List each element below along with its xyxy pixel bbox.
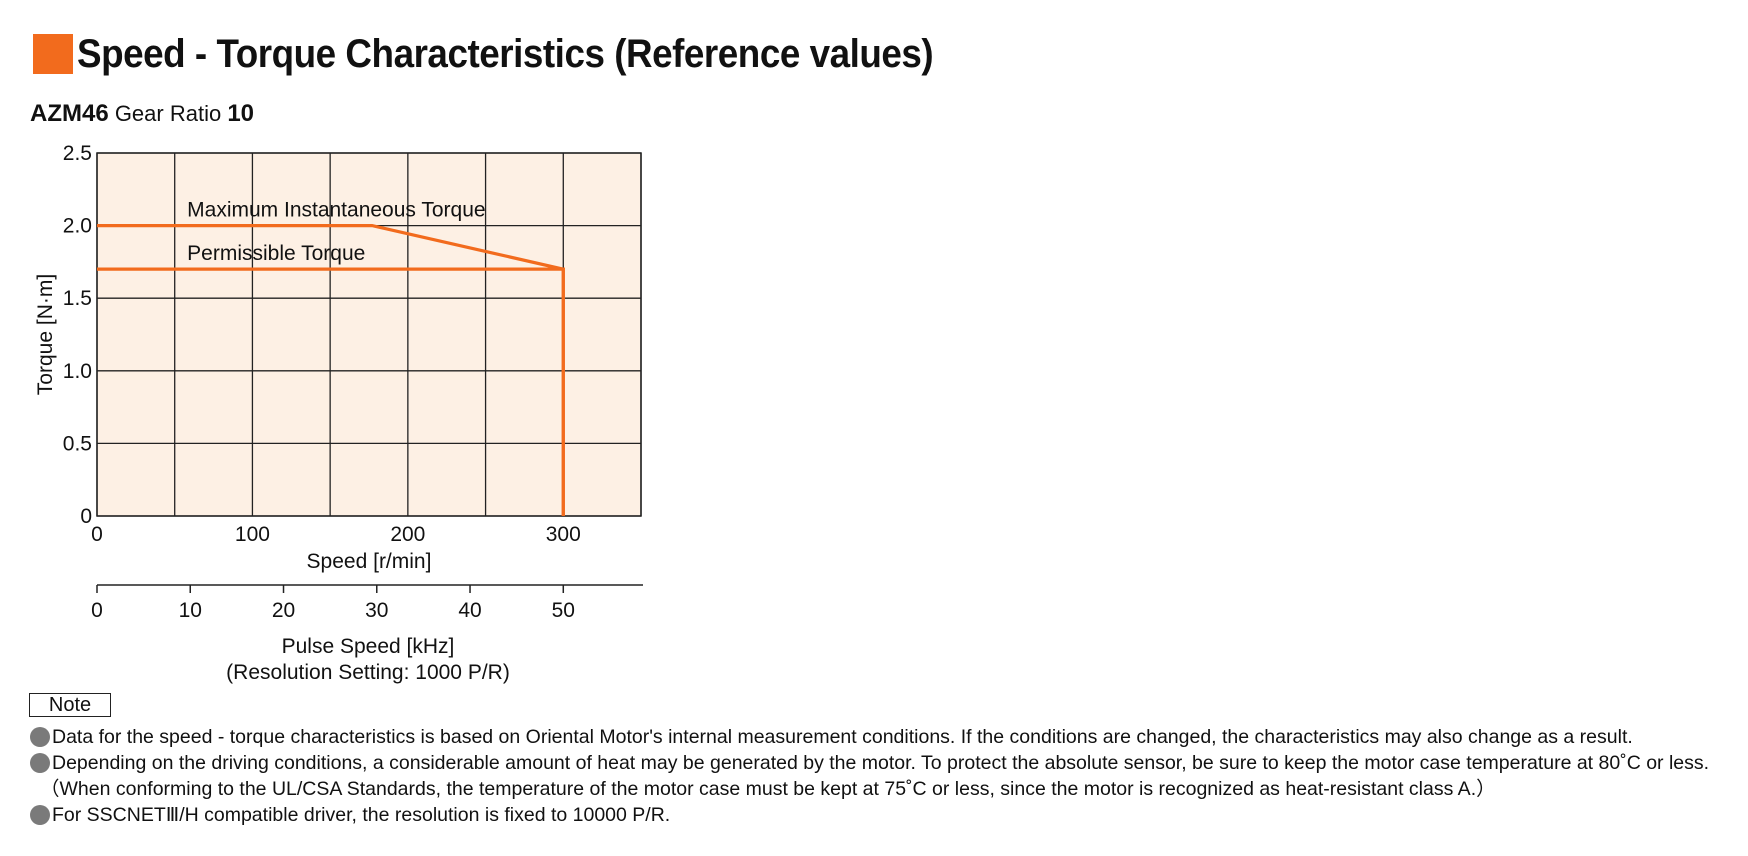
secondary-axis-tick-label: 20 bbox=[272, 599, 295, 622]
x-tick-label: 300 bbox=[546, 523, 581, 546]
y-tick-label: 2.5 bbox=[63, 142, 92, 165]
x-tick-label: 100 bbox=[235, 523, 270, 546]
bullet-icon bbox=[30, 805, 50, 825]
secondary-axis-tick-label: 0 bbox=[91, 599, 103, 622]
y-tick-label: 2.0 bbox=[63, 215, 92, 238]
y-tick-label: 0.5 bbox=[63, 432, 92, 455]
note-item: （When conforming to the UL/CSA Standards… bbox=[30, 776, 1709, 802]
bullet-icon bbox=[30, 753, 50, 773]
secondary-axis-label: Pulse Speed [kHz] bbox=[282, 635, 455, 658]
secondary-axis-tick-label: 50 bbox=[552, 599, 575, 622]
y-axis-label: Torque [N·m] bbox=[34, 274, 57, 395]
plot-background bbox=[97, 153, 641, 516]
page-header: Speed - Torque Characteristics (Referenc… bbox=[33, 30, 1008, 78]
note-text: Depending on the driving conditions, a c… bbox=[52, 752, 1710, 774]
secondary-axis-tick-label: 30 bbox=[365, 599, 388, 622]
gear-ratio-value: 10 bbox=[227, 100, 255, 127]
y-tick-label: 0 bbox=[80, 505, 92, 528]
note-item: Data for the speed - torque characterist… bbox=[30, 724, 1709, 750]
series-label-max-instantaneous-torque: Maximum Instantaneous Torque bbox=[187, 199, 485, 222]
secondary-axis-sublabel: (Resolution Setting: 1000 P/R) bbox=[226, 661, 510, 684]
note-heading: Note bbox=[29, 693, 111, 717]
y-tick-label: 1.5 bbox=[63, 287, 92, 310]
x-axis-label: Speed [r/min] bbox=[307, 550, 432, 573]
secondary-axis-tick-label: 10 bbox=[179, 599, 202, 622]
gear-ratio-label: Gear Ratio bbox=[114, 101, 222, 126]
title-accent-square bbox=[33, 34, 73, 74]
note-item: Depending on the driving conditions, a c… bbox=[30, 750, 1709, 776]
series-line-permissible-torque bbox=[97, 267, 565, 516]
x-tick-label: 200 bbox=[390, 523, 425, 546]
chart-subtitle: AZM46 Gear Ratio 10 bbox=[30, 100, 254, 128]
note-text: Data for the speed - torque characterist… bbox=[52, 726, 1633, 748]
note-text: （When conforming to the UL/CSA Standards… bbox=[40, 778, 1496, 800]
plot-frame bbox=[96, 152, 642, 517]
bullet-icon bbox=[30, 727, 50, 747]
y-tick-label: 1.0 bbox=[63, 360, 92, 383]
page-title: Speed - Torque Characteristics (Referenc… bbox=[77, 31, 934, 76]
note-text: For SSCNETⅢ/H compatible driver, the res… bbox=[52, 804, 671, 826]
notes-list: Data for the speed - torque characterist… bbox=[30, 724, 1709, 828]
x-tick-label: 0 bbox=[91, 523, 103, 546]
model-name: AZM46 bbox=[30, 100, 109, 127]
secondary-axis-tick-label: 40 bbox=[458, 599, 481, 622]
note-item: For SSCNETⅢ/H compatible driver, the res… bbox=[30, 802, 1709, 828]
series-label-permissible-torque: Permissible Torque bbox=[187, 242, 365, 265]
